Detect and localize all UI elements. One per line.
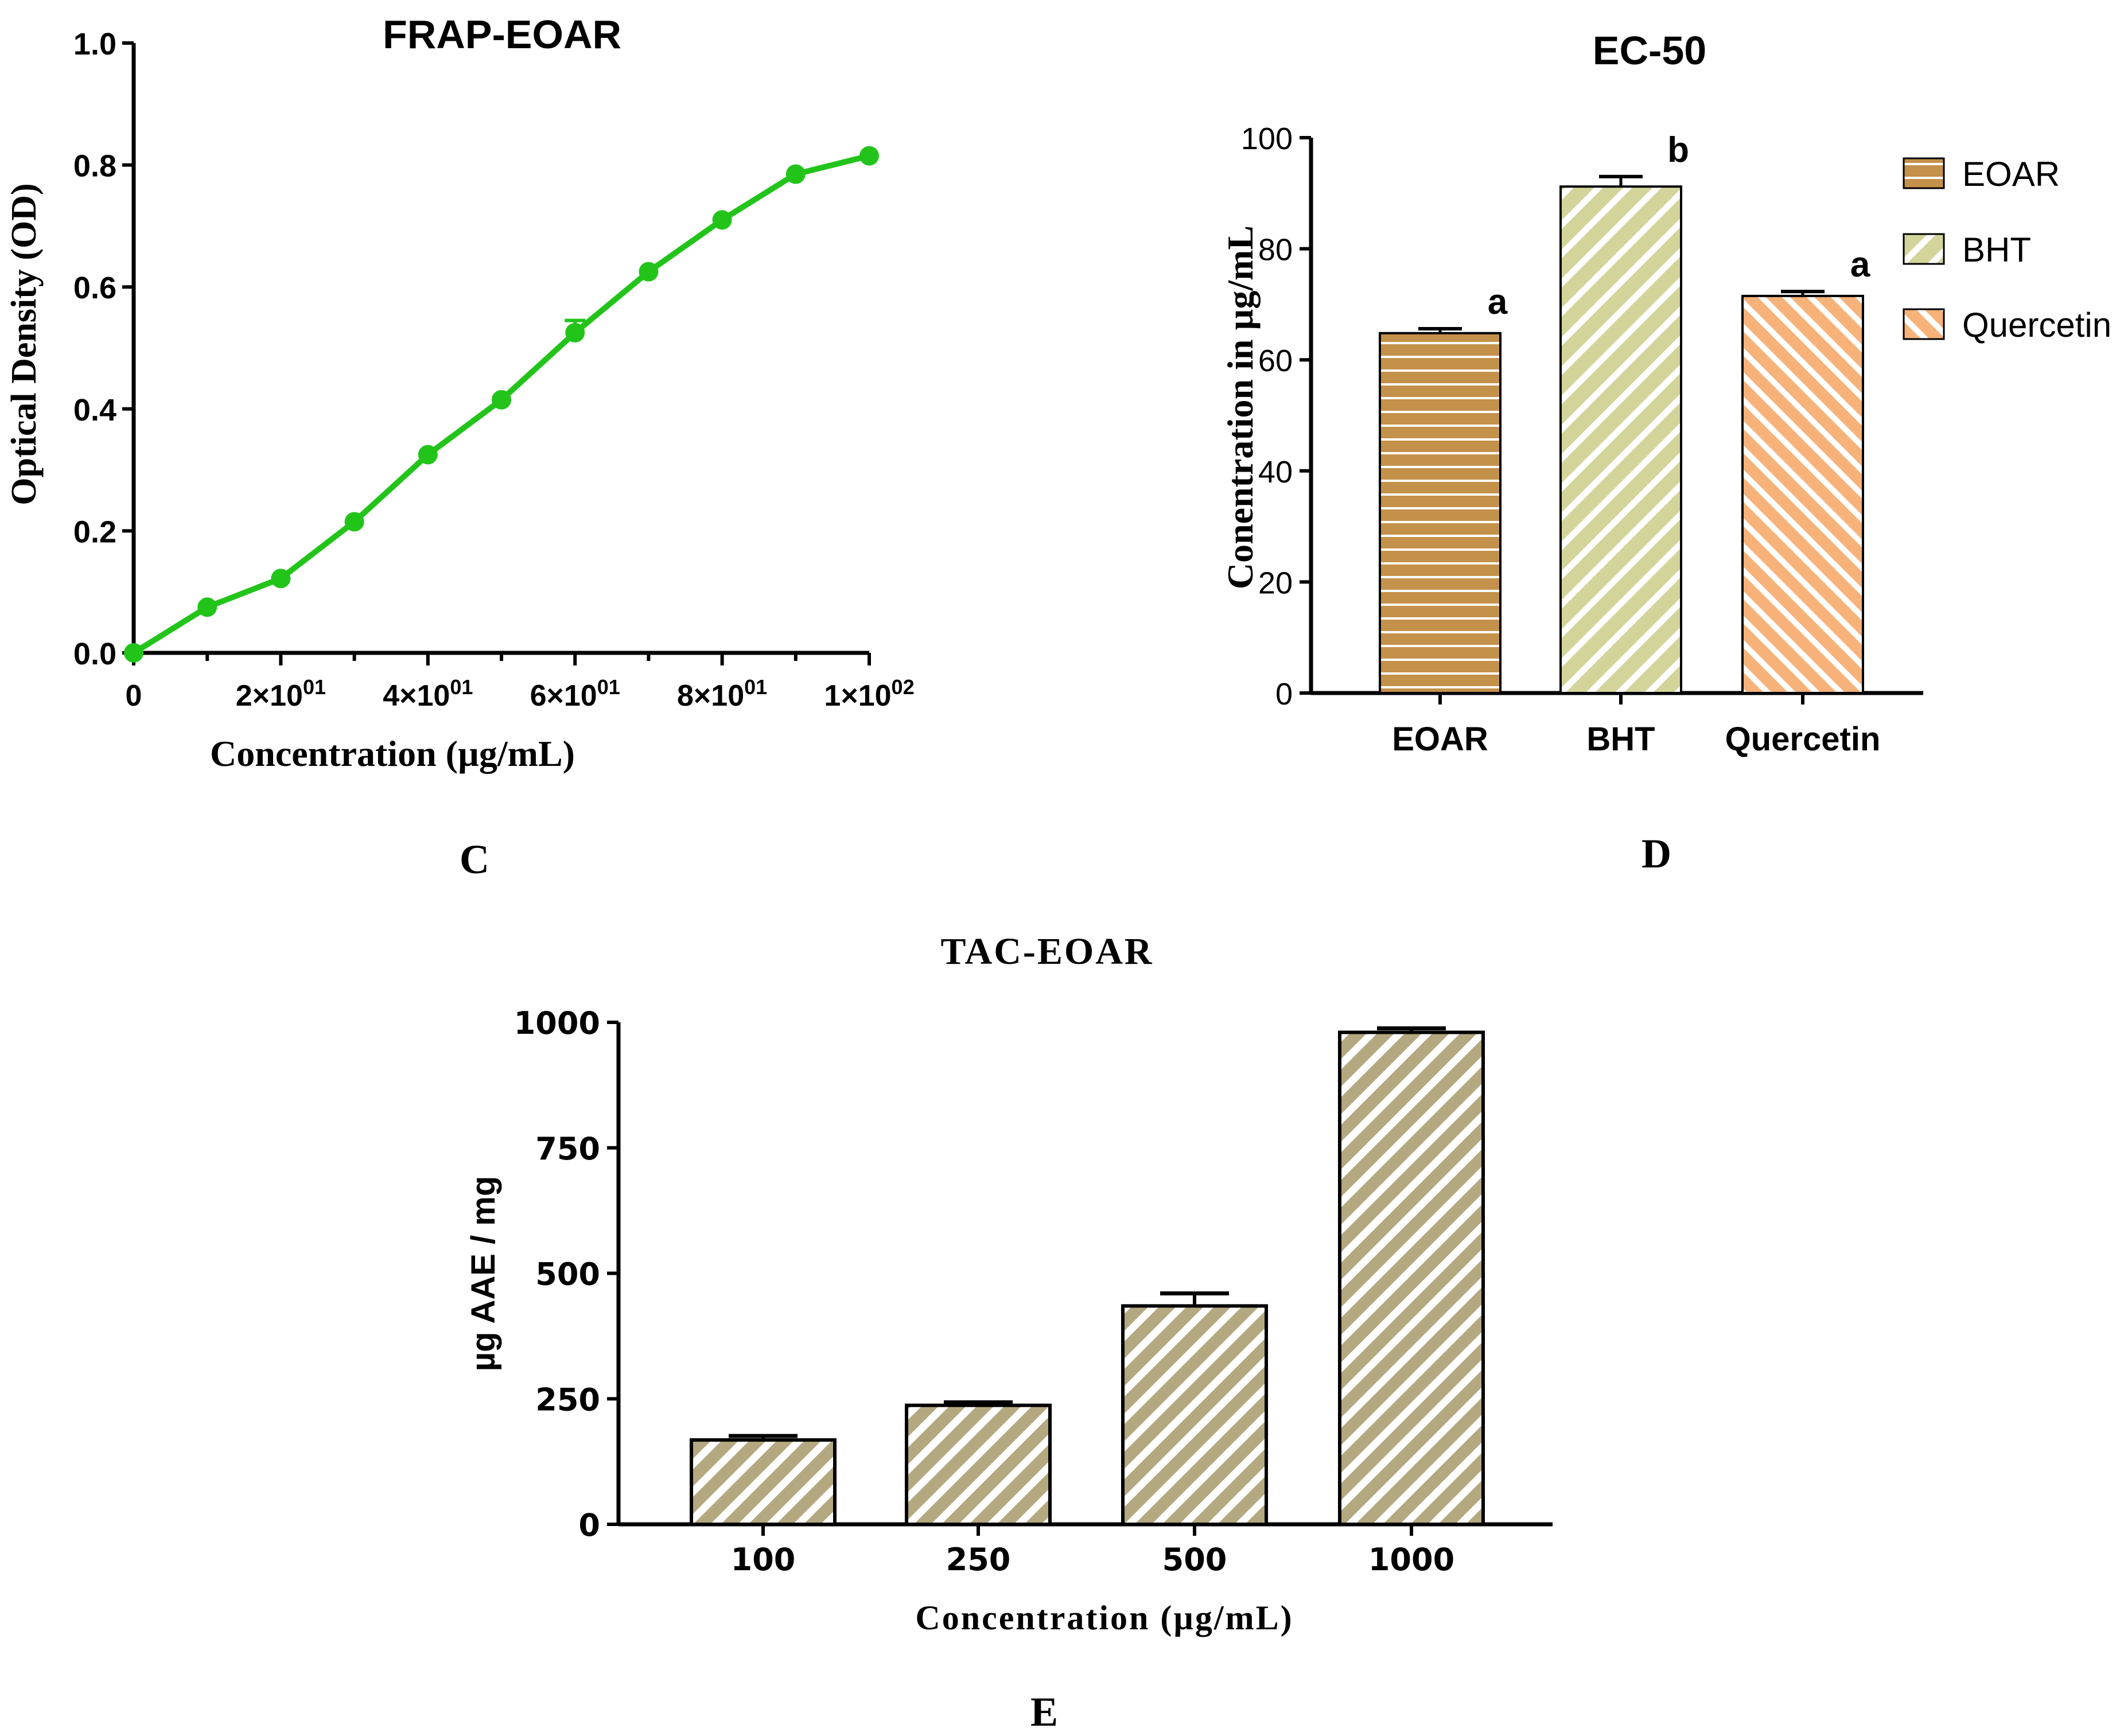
x-tick-label: 8×1001: [677, 675, 767, 713]
data-point: [859, 146, 879, 166]
y-tick-label: 0.0: [73, 637, 116, 671]
bars: [690, 1026, 1485, 1526]
panel-label: D: [1642, 831, 1671, 877]
legend-label: EOAR: [1962, 155, 2060, 193]
y-tick-label: 0: [578, 1507, 600, 1543]
significance-letter: b: [1667, 130, 1689, 170]
tac-bar-chart: TAC-EOAR 0 250 500 750 1000 100 250 500 1000 Co…: [465, 931, 1553, 1735]
chart-title: EC-50: [1593, 28, 1706, 73]
bar-quercetin: [1741, 294, 1864, 694]
data-point: [639, 262, 659, 282]
significance-letter: a: [1850, 245, 1870, 285]
significance-letter: a: [1488, 282, 1508, 322]
y-tick-label: 0: [1275, 677, 1293, 711]
axes: [122, 41, 871, 665]
bar-bht: [1559, 185, 1682, 694]
y-tick-labels: 0.0 0.2 0.4 0.6 0.8 1.0: [73, 27, 116, 671]
y-tick-label: 0.6: [73, 271, 116, 305]
bar-eoar: [1379, 332, 1502, 694]
y-tick-label: 1.0: [73, 27, 116, 61]
y-tick-label: 250: [535, 1381, 600, 1418]
y-tick-label: 1000: [514, 1005, 600, 1041]
x-tick-label: 4×1001: [383, 675, 473, 713]
data-point: [197, 597, 217, 617]
bars: a b a: [1379, 130, 1870, 694]
chart-title: TAC-EOAR: [940, 931, 1153, 972]
x-tick-exponent: 01: [597, 675, 620, 699]
legend-label: BHT: [1962, 231, 2031, 269]
x-tick-label: 100: [731, 1542, 796, 1578]
x-tick-exponent: 01: [744, 675, 767, 699]
x-tick-labels: 0 2×1001 4×1001 6×1001 8×1001 1×1002: [126, 675, 915, 713]
data-point: [418, 445, 438, 465]
y-tick-label: 80: [1258, 233, 1293, 267]
x-tick-exponent: 01: [450, 675, 473, 699]
x-tick-label: EOAR: [1392, 721, 1488, 758]
y-axis-label: Conentration in µg/mL: [1220, 225, 1261, 589]
data-point: [565, 322, 585, 342]
panel-label: C: [460, 836, 489, 882]
bar-100: [690, 1438, 837, 1526]
legend: EOAR BHT Quercetin: [1903, 155, 2111, 344]
x-tick-labels: 100 250 500 1000: [731, 1542, 1455, 1578]
x-tick-label: 2×1001: [236, 675, 326, 713]
y-tick-label: 0.4: [73, 393, 116, 427]
x-axis-label: Concentration (µg/mL): [915, 1599, 1293, 1637]
y-axis-label: Optical Density (OD): [5, 183, 44, 505]
x-axis-label: Concentration (µg/mL): [210, 733, 575, 774]
panel-label: E: [1030, 1689, 1058, 1735]
x-tick-label: 1000: [1368, 1542, 1454, 1578]
y-tick-label: 20: [1258, 566, 1293, 600]
bar-250: [905, 1403, 1052, 1526]
data-point: [344, 512, 364, 532]
x-tick-mantissa: 1×10: [824, 679, 891, 713]
y-tick-label: 750: [535, 1131, 600, 1167]
x-tick-mantissa: 6×10: [530, 679, 597, 713]
x-tick-mantissa: 2×10: [236, 679, 303, 713]
data-point: [785, 164, 806, 184]
x-tick-mantissa: 0: [126, 679, 142, 713]
series: [124, 146, 879, 663]
y-tick-label: 100: [1241, 122, 1293, 156]
x-tick-label: 1×1002: [824, 675, 914, 713]
y-tick-label: 40: [1258, 455, 1293, 489]
y-tick-label: 0.8: [73, 149, 116, 184]
x-tick-label: Quercetin: [1725, 721, 1881, 758]
y-axis-label: µg AAE / mg: [465, 1176, 502, 1372]
y-tick-labels: 0 20 40 60 80 100: [1241, 122, 1293, 711]
bar-1000: [1338, 1030, 1485, 1526]
x-tick-label: 500: [1162, 1542, 1227, 1578]
legend-swatch: [1903, 233, 1945, 265]
legend-label: Quercetin: [1962, 306, 2111, 344]
legend-swatch: [1903, 308, 1945, 340]
data-point: [492, 390, 511, 410]
x-tick-label: BHT: [1586, 721, 1655, 758]
x-tick-mantissa: 8×10: [677, 679, 744, 713]
x-tick-exponent: 01: [303, 675, 326, 699]
y-tick-label: 0.2: [73, 515, 116, 549]
data-point: [712, 210, 732, 230]
y-tick-labels: 0 250 500 750 1000: [514, 1005, 600, 1543]
x-tick-exponent: 02: [892, 675, 915, 699]
x-tick-label: 250: [946, 1542, 1011, 1578]
x-tick-mantissa: 4×10: [383, 679, 450, 713]
data-point: [124, 643, 143, 663]
x-tick-labels: EOAR BHT Quercetin: [1392, 721, 1880, 758]
chart-title: FRAP-EOAR: [383, 12, 621, 57]
bar-500: [1121, 1304, 1268, 1526]
x-tick-label: 6×1001: [530, 675, 620, 713]
y-tick-label: 60: [1258, 344, 1293, 378]
y-tick-label: 500: [535, 1256, 600, 1293]
x-tick-label: 0: [126, 679, 142, 713]
legend-swatch: [1903, 157, 1945, 189]
frap-line-chart: FRAP-EOAR 0.00.20.40.60.81.0 0 2×1001 4×10…: [5, 12, 915, 882]
data-point: [271, 569, 291, 589]
